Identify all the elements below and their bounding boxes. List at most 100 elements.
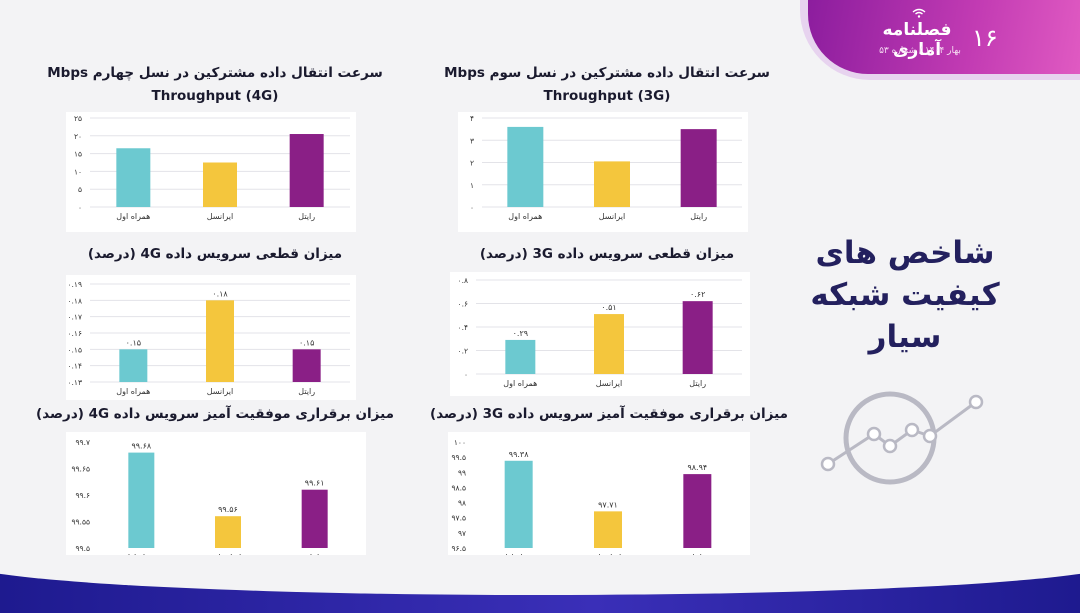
data-label: ۰.۵۱ [601, 303, 616, 312]
header-badge [808, 0, 1080, 74]
y-tick-label: ۰.۱۹ [68, 280, 82, 289]
chart-title-line: سرعت انتقال داده مشترکین در نسل چهارم Mb… [47, 65, 383, 81]
x-category-label: همراه اول [116, 387, 150, 396]
x-category-label: همراه اول [116, 212, 150, 221]
y-tick-label: ۹۹.۶ [76, 491, 90, 500]
bar-2 [289, 134, 324, 207]
y-tick-label: ۰.۱۷ [68, 313, 82, 322]
chart-thr3g: ۰ ۱ ۲ ۳ ۴ همراه اول ایرانسل رایتل [470, 114, 742, 221]
x-category-label: ایرانسل [596, 379, 623, 388]
y-tick-label: ۰ [464, 370, 468, 379]
bar-2 [292, 349, 321, 382]
data-label: ۹۷.۷۱ [598, 500, 618, 509]
data-label: ۹۹.۳۸ [509, 450, 529, 459]
chart-title-succ4g: میزان برقراری موفقیت آمیز سرویس داده 4G … [36, 406, 394, 422]
y-tick-label: ۹۹ [458, 468, 466, 477]
bar-0 [119, 349, 148, 382]
chart-title-line: Throughput (4G) [151, 88, 279, 104]
main-title-line: سیار [868, 319, 942, 355]
data-label: ۹۸.۹۴ [687, 463, 707, 472]
y-tick-label: ۳ [470, 136, 474, 145]
y-tick-label: ۹۶.۵ [452, 544, 466, 553]
data-label: ۹۹.۵۶ [218, 505, 238, 514]
chart-title-drop4g: میزان قطعی سرویس داده 4G (درصد) [87, 246, 343, 262]
page-number: ۱۶ [972, 24, 998, 52]
y-tick-label: ۲۵ [74, 114, 82, 123]
y-tick-label: ۰.۱۳ [68, 378, 82, 387]
y-tick-label: ۹۷ [458, 529, 466, 538]
data-label: ۰.۲۹ [513, 329, 528, 338]
y-tick-label: ۱۰ [74, 167, 82, 176]
data-label: ۹۹.۶۱ [305, 479, 325, 488]
bar-0 [507, 126, 544, 207]
y-tick-label: ۰ [470, 203, 474, 212]
x-category-label: همراه اول [503, 379, 537, 388]
data-label: ۹۹.۶۸ [131, 442, 151, 451]
y-tick-label: ۹۹.۵ [76, 544, 90, 553]
chart-title-thr4g: سرعت انتقال داده مشترکین در نسل چهارم Mb… [40, 62, 390, 108]
main-title: شاخص های کیفیت شبکه سیار [810, 232, 1000, 358]
y-tick-label: ۱ [470, 181, 474, 190]
bar-1 [203, 162, 237, 207]
bar-2 [682, 301, 713, 374]
chart-drop3g: ۰ ۰.۲ ۰.۴ ۰.۶ ۰.۸ همراه اول ۰.۲۹ ایرانسل ۰.۵۱ رای… [458, 276, 742, 388]
y-tick-label: ۱۰۰ [454, 438, 466, 447]
y-tick-label: ۰ [78, 203, 82, 212]
bar-0 [505, 339, 536, 374]
y-tick-label: ۹۹.۵۵ [72, 518, 91, 527]
y-tick-label: ۰.۱۶ [68, 329, 82, 338]
main-title-line: شاخص های [815, 235, 995, 271]
data-label: ۰.۱۸ [212, 289, 228, 298]
bar-1 [594, 161, 630, 207]
analytics-icon [820, 391, 984, 485]
y-tick-label: ۹۹.۷ [76, 438, 90, 447]
y-tick-label: ۹۸.۵ [452, 483, 466, 492]
bar-0 [504, 460, 533, 548]
y-tick-label: ۹۹.۶۵ [72, 465, 91, 474]
bar-1 [594, 511, 622, 548]
x-category-label: رایتل [689, 379, 706, 388]
y-tick-label: ۰.۲ [458, 347, 468, 356]
y-tick-label: ۱۵ [74, 150, 82, 159]
y-tick-label: ۰.۱۵ [68, 345, 82, 354]
y-tick-label: ۹۹.۵ [452, 453, 466, 462]
y-tick-label: ۹۸ [458, 499, 466, 508]
x-category-label: رایتل [298, 212, 315, 221]
y-tick-label: ۹۷.۵ [452, 514, 466, 523]
y-tick-label: ۲ [470, 159, 474, 168]
bar-1 [206, 300, 234, 382]
bar-0 [128, 452, 155, 548]
chart-drop4g: ۰.۱۳ ۰.۱۴ ۰.۱۵ ۰.۱۶ ۰.۱۷ ۰.۱۸ ۰.۱۹ همراه اول ۰.۱… [68, 280, 350, 396]
data-label: ۰.۶۲ [690, 290, 705, 299]
y-tick-label: ۵ [78, 185, 82, 194]
x-category-label: رایتل [690, 212, 707, 221]
y-tick-label: ۰.۱۸ [68, 296, 82, 305]
bar-2 [301, 489, 328, 548]
y-tick-label: ۰.۱۴ [68, 362, 82, 371]
chart-title-thr3g: سرعت انتقال داده مشترکین در نسل سوم Mbps… [432, 62, 782, 108]
x-category-label: ایرانسل [207, 212, 234, 221]
issue-subtitle: بهار ۱۴۰۴ / شماره ۵۳ [879, 46, 961, 56]
x-category-label: ایرانسل [599, 212, 626, 221]
bar-1 [594, 314, 624, 374]
signal-icon [912, 8, 926, 18]
chart-title-succ3g: میزان برقراری موفقیت آمیز سرویس داده 3G … [430, 406, 788, 422]
chart-title-line: Throughput (3G) [543, 88, 671, 104]
y-tick-label: ۲۰ [74, 132, 82, 141]
bar-0 [116, 148, 151, 207]
bar-2 [680, 129, 717, 207]
x-category-label: رایتل [298, 387, 315, 396]
chart-thr4g: ۰ ۵ ۱۰ ۱۵ ۲۰ ۲۵ همراه اول ایرانسل رایتل [74, 114, 350, 221]
y-tick-label: ۰.۴ [458, 323, 468, 332]
x-category-label: ایرانسل [207, 387, 234, 396]
main-title-line: کیفیت شبکه [810, 277, 1000, 313]
bar-2 [683, 474, 712, 548]
y-tick-label: ۰.۶ [458, 300, 468, 309]
y-tick-label: ۰.۸ [458, 276, 468, 285]
chart-title-line: سرعت انتقال داده مشترکین در نسل سوم Mbps [444, 65, 770, 81]
brand-title: فصلنامه آماری [882, 20, 952, 60]
x-category-label: همراه اول [508, 212, 542, 221]
